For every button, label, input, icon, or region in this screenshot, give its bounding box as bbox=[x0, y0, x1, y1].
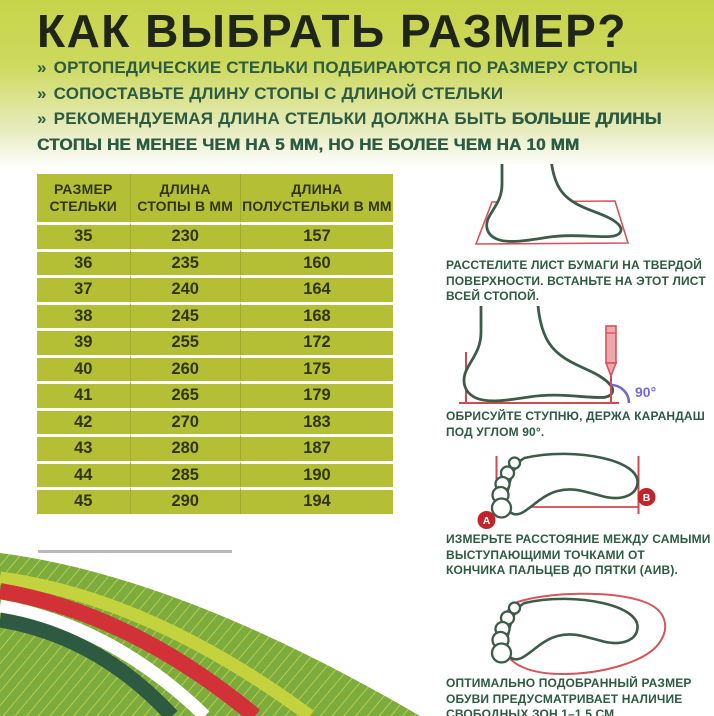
cell-foot-length: 265 bbox=[129, 381, 240, 408]
page-title: КАК ВЫБРАТЬ РАЗМЕР? bbox=[37, 5, 627, 57]
cell-foot-length: 260 bbox=[129, 354, 240, 381]
guideline-list: » ОРТОПЕДИЧЕСКИЕ СТЕЛЬКИ ПОДБИРАЮТСЯ ПО Р… bbox=[37, 59, 687, 161]
cell-insole-size: 39 bbox=[37, 328, 130, 355]
guideline-strong-text: БОЛЬШЕ ДЛИНЫ bbox=[511, 109, 662, 128]
guideline-text: СОПОСТАВЬТЕ ДЛИНУ СТОПЫ С ДЛИНОЙ СТЕЛЬКИ bbox=[53, 83, 504, 103]
angle-label: 90° bbox=[635, 384, 656, 400]
foot-on-paper-icon bbox=[474, 164, 630, 245]
footprint-measure-icon: А В bbox=[477, 452, 656, 529]
cell-foot-length: 235 bbox=[129, 248, 240, 275]
cell-half-insole-length: 157 bbox=[239, 222, 393, 249]
size-table-row: 35 230 157 bbox=[37, 222, 393, 249]
guideline-item: СТОПЫ НЕ МЕНЕЕ ЧЕМ НА 5 ММ, НО НЕ БОЛЕЕ … bbox=[37, 134, 687, 154]
foot-profile-icon bbox=[485, 164, 623, 243]
size-table-row: 42 270 183 bbox=[37, 407, 393, 435]
footprint-toes-icon bbox=[490, 601, 522, 664]
wave-white-stripe bbox=[0, 599, 210, 716]
size-table-row: 36 235 160 bbox=[37, 248, 393, 276]
cell-insole-size: 42 bbox=[37, 407, 130, 435]
size-table-row: 43 280 187 bbox=[37, 434, 393, 461]
cell-foot-length: 255 bbox=[129, 328, 240, 355]
cell-half-insole-length: 179 bbox=[239, 381, 393, 408]
wave-light-stripe bbox=[0, 571, 314, 716]
guideline-text: РЕКОМЕНДУЕМАЯ ДЛИНА СТЕЛЬКИ ДОЛЖНА БЫТЬ bbox=[53, 109, 512, 128]
cell-foot-length: 245 bbox=[129, 301, 240, 328]
size-table-header-row: РАЗМЕР СТЕЛЬКИ ДЛИНА СТОПЫ В ММ ДЛИНА ПО… bbox=[37, 174, 393, 222]
cell-insole-size: 36 bbox=[37, 248, 130, 276]
svg-text:А: А bbox=[483, 515, 491, 527]
footprint-sole-icon bbox=[504, 597, 639, 661]
cell-half-insole-length: 160 bbox=[239, 248, 393, 275]
cell-insole-size: 43 bbox=[37, 434, 130, 461]
pencil-icon bbox=[604, 325, 618, 379]
column-header-half-insole-length: ДЛИНА ПОЛУСТЕЛЬКИ В ММ bbox=[239, 174, 393, 222]
foot-profile-icon bbox=[462, 306, 614, 403]
guideline-item: » ОРТОПЕДИЧЕСКИЕ СТЕЛЬКИ ПОДБИРАЮТСЯ ПО Р… bbox=[37, 59, 687, 77]
size-table-row: 44 285 190 bbox=[37, 460, 393, 488]
cell-foot-length: 230 bbox=[129, 222, 240, 249]
chevron-bullet-icon: » bbox=[37, 58, 47, 77]
chevron-bullet-icon: » bbox=[37, 109, 47, 128]
size-table-row: 38 245 168 bbox=[37, 301, 393, 329]
cell-insole-size: 38 bbox=[37, 301, 130, 329]
step2-caption: ОБРИСУЙТЕ СТУПНЮ, ДЕРЖА КАРАНДАШ ПОД УГЛ… bbox=[446, 409, 705, 439]
guideline-item: » РЕКОМЕНДУЕМАЯ ДЛИНА СТЕЛЬКИ ДОЛЖНА БЫТЬ… bbox=[37, 110, 687, 128]
cell-insole-size: 37 bbox=[37, 275, 130, 302]
footprint-free-zone-icon bbox=[490, 592, 667, 676]
point-b-badge: В bbox=[637, 488, 656, 506]
cell-half-insole-length: 164 bbox=[239, 275, 393, 302]
step4-caption: ОПТИМАЛЬНО ПОДОБРАННЫЙ РАЗМЕР ОБУВИ ПРЕД… bbox=[446, 676, 692, 716]
guideline-text: ОРТОПЕДИЧЕСКИЕ СТЕЛЬКИ ПОДБИРАЮТСЯ ПО РА… bbox=[53, 58, 638, 77]
wave-red-stripe bbox=[0, 583, 261, 716]
cell-half-insole-length: 168 bbox=[239, 301, 393, 328]
foot-trace-pencil-icon: 90° bbox=[459, 306, 656, 404]
column-header-insole-size: РАЗМЕР СТЕЛЬКИ bbox=[49, 181, 118, 214]
cell-foot-length: 240 bbox=[129, 275, 240, 302]
cell-foot-length: 285 bbox=[129, 460, 240, 487]
wave-hatched-area bbox=[0, 553, 420, 716]
cell-insole-size: 44 bbox=[37, 460, 130, 488]
angle-arc-icon bbox=[610, 383, 631, 404]
cell-half-insole-length: 172 bbox=[239, 328, 393, 355]
point-a-badge: А bbox=[477, 511, 496, 529]
cell-half-insole-length: 183 bbox=[239, 407, 393, 434]
cell-foot-length: 280 bbox=[129, 434, 240, 461]
cell-half-insole-length: 194 bbox=[239, 487, 393, 514]
cell-insole-size: 40 bbox=[37, 354, 130, 382]
header-gradient-background bbox=[0, 0, 714, 168]
size-table-row: 39 255 172 bbox=[37, 328, 393, 355]
size-table-row: 45 290 194 bbox=[37, 487, 393, 514]
table-shadow bbox=[38, 550, 232, 553]
size-table-row: 37 240 164 bbox=[37, 275, 393, 302]
footprint-sole-icon bbox=[504, 452, 639, 516]
step3-caption: ИЗМЕРЬТЕ РАССТОЯНИЕ МЕЖДУ САМЫМИ ВЫСТУПА… bbox=[446, 532, 711, 578]
column-header-foot-length: ДЛИНА СТОПЫ В ММ bbox=[129, 174, 240, 222]
cell-insole-size: 41 bbox=[37, 381, 130, 408]
cell-foot-length: 270 bbox=[129, 407, 240, 434]
wave-dark-stripe bbox=[0, 612, 178, 716]
size-table-row: 40 260 175 bbox=[37, 354, 393, 382]
guideline-strong-text: СТОПЫ НЕ МЕНЕЕ ЧЕМ НА 5 ММ, НО НЕ БОЛЕЕ … bbox=[37, 134, 580, 154]
size-table: РАЗМЕР СТЕЛЬКИ ДЛИНА СТОПЫ В ММ ДЛИНА ПО… bbox=[37, 174, 393, 514]
cell-half-insole-length: 175 bbox=[239, 354, 393, 381]
wave-decoration bbox=[0, 553, 420, 716]
svg-text:В: В bbox=[643, 492, 651, 504]
cell-insole-size: 45 bbox=[37, 487, 130, 514]
cell-insole-size: 35 bbox=[37, 222, 130, 249]
footprint-toes-icon bbox=[490, 456, 522, 519]
step1-caption: РАССТЕЛИТЕ ЛИСТ БУМАГИ НА ТВЕРДОЙ ПОВЕРХ… bbox=[446, 258, 706, 304]
cell-half-insole-length: 187 bbox=[239, 434, 393, 461]
cell-foot-length: 290 bbox=[129, 487, 240, 514]
guideline-item: » СОПОСТАВЬТЕ ДЛИНУ СТОПЫ С ДЛИНОЙ СТЕЛЬК… bbox=[37, 83, 687, 103]
chevron-bullet-icon: » bbox=[37, 83, 47, 103]
size-table-row: 41 265 179 bbox=[37, 381, 393, 408]
cell-half-insole-length: 190 bbox=[239, 460, 393, 487]
